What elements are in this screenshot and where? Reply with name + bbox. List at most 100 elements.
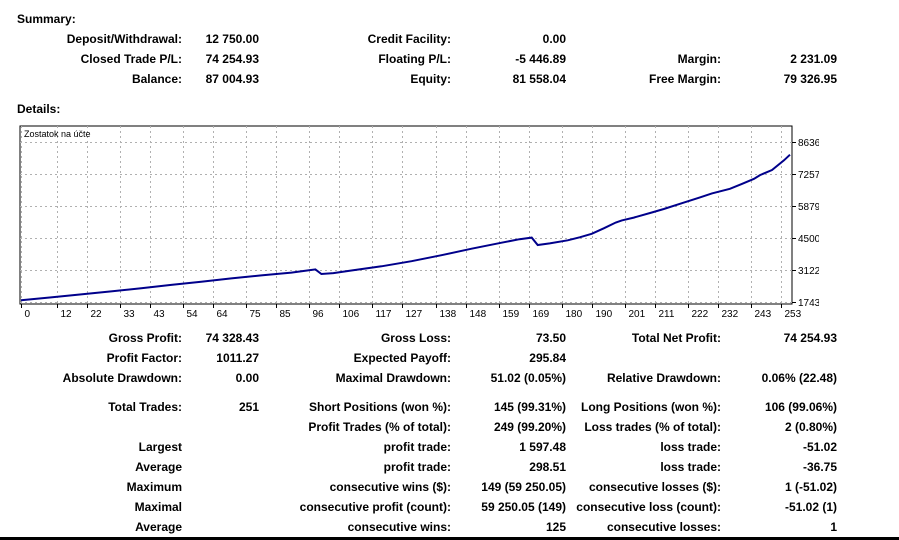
profit-factor-value: 1011.27 bbox=[216, 351, 259, 365]
x-tick-label: 106 bbox=[343, 309, 360, 320]
gross-loss-value: 73.50 bbox=[535, 331, 566, 345]
x-tick-label: 232 bbox=[722, 309, 739, 320]
x-tick-label: 148 bbox=[470, 309, 487, 320]
expected-payoff-label: Expected Payoff: bbox=[353, 351, 451, 365]
average-profit-value: 298.51 bbox=[529, 460, 566, 474]
maximal-drawdown-label: Maximal Drawdown: bbox=[335, 371, 451, 385]
plot-area bbox=[19, 125, 793, 305]
max-consecutive-losses-value: 1 (-51.02) bbox=[784, 480, 837, 494]
maximal-consecutive-loss-label: consecutive loss (count): bbox=[576, 500, 721, 514]
maximal-consecutive-loss-value: -51.02 (1) bbox=[784, 500, 837, 514]
x-tick-label: 201 bbox=[629, 309, 646, 320]
maximal-drawdown-value: 51.02 (0.05%) bbox=[490, 371, 566, 385]
loss-trades-value: 2 (0.80%) bbox=[784, 420, 837, 434]
bottom-border bbox=[0, 537, 899, 540]
long-positions-value: 106 (99.06%) bbox=[764, 400, 837, 414]
maximal-consecutive-profit-value: 59 250.05 (149) bbox=[481, 500, 566, 514]
balance-value: 87 004.93 bbox=[205, 72, 259, 86]
largest-label: Largest bbox=[138, 440, 182, 454]
x-tick-label: 180 bbox=[566, 309, 583, 320]
maximal-label: Maximal bbox=[134, 500, 182, 514]
average-consecutive-label: Average bbox=[135, 520, 182, 534]
x-tick-label: 43 bbox=[154, 309, 166, 320]
x-tick-label: 64 bbox=[217, 309, 229, 320]
relative-drawdown-value: 0.06% (22.48) bbox=[761, 371, 837, 385]
maximum-label: Maximum bbox=[126, 480, 182, 494]
x-tick-label: 169 bbox=[533, 309, 550, 320]
deposit-value: 12 750.00 bbox=[205, 32, 259, 46]
average-label: Average bbox=[135, 460, 182, 474]
x-tick-label: 211 bbox=[659, 309, 675, 320]
floating-pl-label: Floating P/L: bbox=[378, 52, 451, 66]
total-trades-label: Total Trades: bbox=[108, 400, 182, 414]
equity-value: 81 558.04 bbox=[512, 72, 566, 86]
balance-label: Balance: bbox=[131, 72, 182, 86]
x-tick-label: 159 bbox=[503, 309, 520, 320]
x-tick-label: 243 bbox=[755, 309, 772, 320]
x-tick-label: 253 bbox=[785, 309, 802, 320]
summary-heading: Summary: bbox=[17, 12, 76, 26]
maximal-consecutive-profit-label: consecutive profit (count): bbox=[299, 500, 451, 514]
average-profit-label: profit trade: bbox=[383, 460, 451, 474]
floating-pl-value: -5 446.89 bbox=[515, 52, 566, 66]
total-trades-value: 251 bbox=[238, 400, 259, 414]
avg-consecutive-wins-value: 125 bbox=[545, 520, 566, 534]
x-tick-label: 138 bbox=[440, 309, 457, 320]
x-tick-label: 75 bbox=[250, 309, 262, 320]
gross-profit-label: Gross Profit: bbox=[108, 331, 182, 345]
balance-chart: 17435 31220 45006 58792 72577 86363 0 12 22 33 43 5… bbox=[19, 125, 819, 320]
y-tick-label: 86363 bbox=[798, 138, 819, 149]
x-tick-label: 12 bbox=[61, 309, 73, 320]
balance-line bbox=[20, 153, 791, 302]
credit-label: Credit Facility: bbox=[367, 32, 451, 46]
total-net-profit-value: 74 254.93 bbox=[783, 331, 837, 345]
credit-value: 0.00 bbox=[542, 32, 566, 46]
max-consecutive-wins-value: 149 (59 250.05) bbox=[481, 480, 566, 494]
chart-title: Zostatok na účte bbox=[24, 129, 91, 139]
y-tick-label: 17435 bbox=[798, 298, 819, 309]
largest-loss-label: loss trade: bbox=[660, 440, 721, 454]
absolute-drawdown-label: Absolute Drawdown: bbox=[62, 371, 182, 385]
largest-loss-value: -51.02 bbox=[802, 440, 837, 454]
x-tick-label: 222 bbox=[692, 309, 709, 320]
short-positions-label: Short Positions (won %): bbox=[309, 400, 451, 414]
closed-pl-label: Closed Trade P/L: bbox=[80, 52, 182, 66]
x-tick-label: 54 bbox=[187, 309, 199, 320]
avg-consecutive-losses-label: consecutive losses: bbox=[606, 520, 721, 534]
x-tick-label: 190 bbox=[596, 309, 613, 320]
x-tick-label: 22 bbox=[91, 309, 103, 320]
expected-payoff-value: 295.84 bbox=[529, 351, 566, 365]
short-positions-value: 145 (99.31%) bbox=[493, 400, 566, 414]
closed-pl-value: 74 254.93 bbox=[205, 52, 259, 66]
details-heading: Details: bbox=[17, 102, 61, 116]
x-tick-label: 0 bbox=[25, 309, 31, 320]
gross-loss-label: Gross Loss: bbox=[380, 331, 451, 345]
x-tick-label: 96 bbox=[313, 309, 325, 320]
long-positions-label: Long Positions (won %): bbox=[581, 400, 721, 414]
avg-consecutive-wins-label: consecutive wins: bbox=[347, 520, 451, 534]
relative-drawdown-label: Relative Drawdown: bbox=[606, 371, 721, 385]
profit-factor-label: Profit Factor: bbox=[106, 351, 182, 365]
free-margin-label: Free Margin: bbox=[648, 72, 721, 86]
x-tick-label: 85 bbox=[280, 309, 292, 320]
profit-trades-value: 249 (99.20%) bbox=[493, 420, 566, 434]
margin-value: 2 231.09 bbox=[790, 52, 837, 66]
avg-consecutive-losses-value: 1 bbox=[830, 520, 837, 534]
total-net-profit-label: Total Net Profit: bbox=[631, 331, 721, 345]
y-tick-label: 31220 bbox=[798, 266, 819, 277]
x-tick-label: 33 bbox=[124, 309, 136, 320]
y-tick-label: 72577 bbox=[798, 170, 819, 181]
loss-trades-label: Loss trades (% of total): bbox=[584, 420, 721, 434]
largest-profit-value: 1 597.48 bbox=[519, 440, 566, 454]
y-tick-label: 58792 bbox=[798, 202, 819, 213]
average-loss-value: -36.75 bbox=[802, 460, 837, 474]
max-consecutive-losses-label: consecutive losses ($): bbox=[588, 480, 721, 494]
x-tick-label: 127 bbox=[406, 309, 423, 320]
max-consecutive-wins-label: consecutive wins ($): bbox=[329, 480, 451, 494]
y-tick-label: 45006 bbox=[798, 234, 819, 245]
free-margin-value: 79 326.95 bbox=[783, 72, 837, 86]
gross-profit-value: 74 328.43 bbox=[205, 331, 259, 345]
deposit-label: Deposit/Withdrawal: bbox=[66, 32, 182, 46]
absolute-drawdown-value: 0.00 bbox=[235, 371, 259, 385]
equity-label: Equity: bbox=[410, 72, 451, 86]
